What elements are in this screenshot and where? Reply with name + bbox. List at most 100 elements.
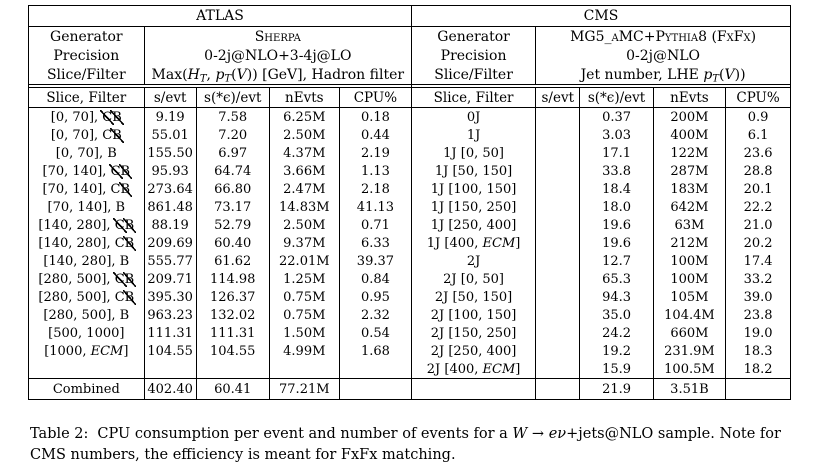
atlas-table-row: [0, 70], CB 9.19 7.58 6.25M 0.18 (29, 107, 412, 126)
value-cell: 19.2 (579, 342, 654, 360)
value-cell: 2.32 (360, 307, 390, 323)
cms-meta-label: Generator (412, 26, 537, 46)
atlas-table-row: [140, 280], CB 209.69 60.40 9.37M 6.33 (29, 234, 412, 252)
value-cell: 0.37 (579, 107, 654, 126)
value-cell: 20.1 (743, 181, 773, 197)
cms-column-header-1: s/evt (535, 87, 581, 108)
slice-filter-cell: [500, 1000] (29, 324, 145, 342)
cms-table-row: 2J [400, ECM] 15.9 100.5M 18.2 (412, 360, 790, 379)
value-cell: 33.2 (743, 271, 773, 287)
value-cell: 395.30 (144, 288, 197, 306)
slice-filter-cell: [280, 500], B (29, 306, 145, 324)
value-cell: 111.31 (196, 324, 270, 342)
slice-filter-cell: 2J [0, 50] (412, 270, 537, 288)
value-cell: 33.8 (579, 162, 654, 180)
slice-filter-cell: 1J [0, 50] (412, 144, 537, 162)
value-cell: 35.0 (579, 306, 654, 324)
atlas-table-row: [1000, ECM] 104.55 104.55 4.99M 1.68 (29, 342, 412, 360)
cms-column-header-0: Slice, Filter (412, 87, 537, 108)
value-cell (535, 162, 581, 180)
cms-table-row: 1J [100, 150] 18.4 183M 20.1 (412, 180, 790, 198)
value-cell: 88.19 (144, 216, 197, 234)
value-cell: 66.80 (196, 180, 270, 198)
value-cell: 94.3 (579, 288, 654, 306)
value-cell: 6.1 (747, 127, 769, 143)
value-cell: 3.03 (579, 126, 654, 144)
cms-table-row: 1J [0, 50] 17.1 122M 23.6 (412, 144, 790, 162)
value-cell: 555.77 (144, 252, 197, 270)
combined-value-cell: 60.41 (196, 378, 270, 399)
slice-filter-cell: 2J [150, 250] (412, 324, 537, 342)
caption-body: CPU consumption per event and number of … (30, 426, 781, 463)
value-cell: 2.18 (360, 181, 390, 197)
value-cell: 41.13 (356, 199, 395, 215)
atlas-meta-label: Slice/Filter (29, 65, 145, 85)
value-cell: 114.98 (196, 270, 270, 288)
value-cell: 100M (653, 270, 727, 288)
value-cell: 0.9 (747, 109, 769, 125)
combined-value-cell (339, 378, 412, 399)
slice-filter-cell: 0J (412, 107, 537, 126)
cms-column-header-3: nEvts (653, 87, 727, 108)
cms-column-header-2: s(*ϵ)/evt (579, 87, 654, 108)
slice-filter-cell: [0, 70], CB (29, 107, 145, 126)
value-cell: 287M (653, 162, 727, 180)
atlas-column-header-2: s(*ϵ)/evt (196, 87, 270, 108)
cms-table-row: 2J [0, 50] 65.3 100M 33.2 (412, 270, 790, 288)
value-cell: 18.3 (743, 343, 773, 359)
value-cell: 2.50M (269, 216, 340, 234)
value-cell (535, 144, 581, 162)
value-cell: 61.62 (196, 252, 270, 270)
header-divider (29, 84, 412, 88)
caption-label: Table 2: (30, 426, 89, 442)
cms-group-title: CMS (412, 6, 790, 27)
value-cell: 9.37M (269, 234, 340, 252)
value-cell: 65.3 (579, 270, 654, 288)
value-cell (269, 360, 340, 379)
slice-filter-cell: 1J [250, 400] (412, 216, 537, 234)
value-cell: 28.8 (743, 163, 773, 179)
value-cell (535, 252, 581, 270)
value-cell: 6.25M (269, 107, 340, 126)
value-cell: 52.79 (196, 216, 270, 234)
value-cell: 0.54 (360, 325, 390, 341)
value-cell: 200M (653, 107, 727, 126)
combined-value-cell: 77.21M (269, 378, 340, 399)
value-cell: 19.6 (579, 216, 654, 234)
atlas-table-row: [70, 140], B 861.48 73.17 14.83M 41.13 (29, 198, 412, 216)
value-cell (535, 306, 581, 324)
value-cell: 95.93 (144, 162, 197, 180)
table-caption: Table 2: CPU consumption per event and nu… (30, 424, 788, 466)
value-cell: 39.37 (356, 253, 395, 269)
cms-table-row: 1J [400, ECM] 19.6 212M 20.2 (412, 234, 790, 252)
slice-filter-cell: [0, 70], CB (29, 126, 145, 144)
cms-combined-row: 21.9 3.51B (412, 378, 790, 399)
value-cell: 24.2 (579, 324, 654, 342)
value-cell: 9.19 (144, 107, 197, 126)
slice-filter-cell: [280, 500], CB (29, 288, 145, 306)
value-cell: 14.83M (269, 198, 340, 216)
value-cell: 105M (653, 288, 727, 306)
combined-value-cell (725, 378, 790, 399)
value-cell: 111.31 (144, 324, 197, 342)
value-cell: 22.2 (743, 199, 773, 215)
value-cell: 18.4 (579, 180, 654, 198)
value-cell: 642M (653, 198, 727, 216)
header-divider (412, 84, 790, 88)
slice-filter-cell (29, 360, 145, 379)
value-cell: 2.47M (269, 180, 340, 198)
value-cell: 12.7 (579, 252, 654, 270)
cms-subtable: CMS Generator MG5_aMC+Pythia8 (FxFx) Precis… (412, 6, 790, 399)
value-cell (535, 198, 581, 216)
value-cell: 100.5M (653, 360, 727, 379)
value-cell: 104.55 (196, 342, 270, 360)
value-cell (535, 288, 581, 306)
value-cell: 18.2 (743, 361, 773, 377)
value-cell: 39.0 (743, 289, 773, 305)
value-cell (535, 126, 581, 144)
value-cell: 1.25M (269, 270, 340, 288)
value-cell (535, 180, 581, 198)
value-cell: 1.13 (360, 163, 390, 179)
value-cell: 55.01 (144, 126, 197, 144)
value-cell: 400M (653, 126, 727, 144)
